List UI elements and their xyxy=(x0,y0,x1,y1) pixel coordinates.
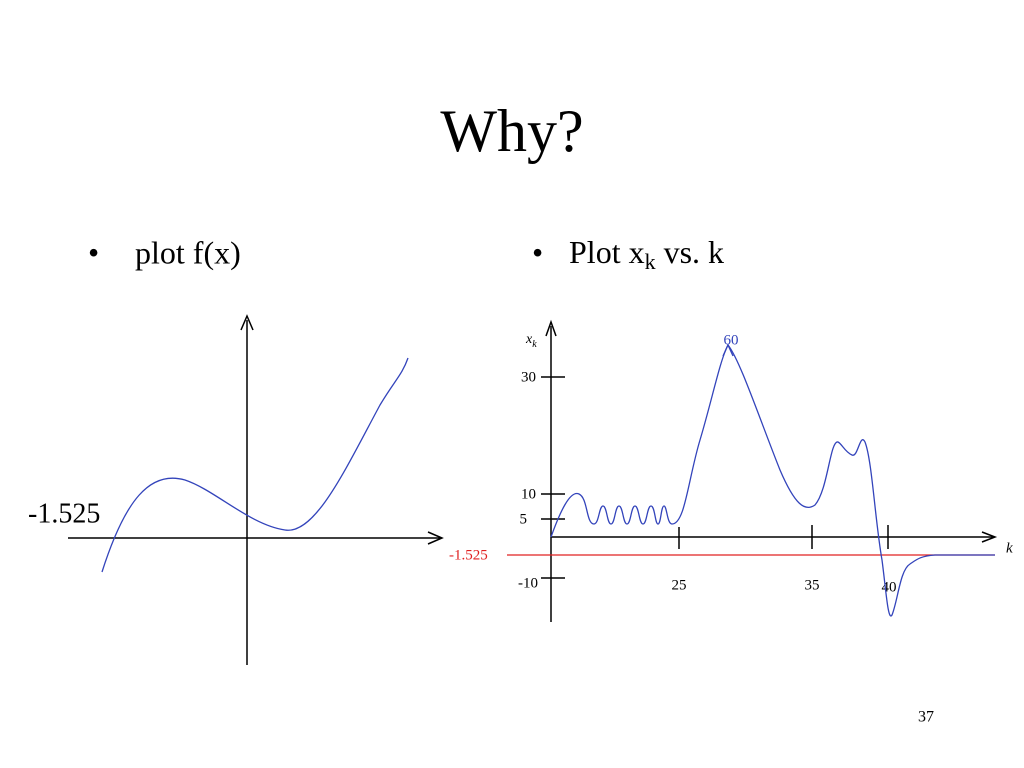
bullet-sub: k xyxy=(645,249,656,274)
axis-arrow xyxy=(545,319,557,337)
axis-arrow xyxy=(427,531,444,545)
x-tick-label: 35 xyxy=(805,577,820,593)
bullet-main: Plot x xyxy=(569,234,645,270)
bullet-dot: • xyxy=(532,234,543,270)
title: Why? xyxy=(440,98,583,164)
left-plot: -1.525 xyxy=(28,314,444,665)
y-label-sub: k xyxy=(532,339,537,350)
axis-arrow xyxy=(981,531,998,543)
y-tick-label: 10 xyxy=(521,486,536,502)
bullet-text: Plot xk vs. k xyxy=(569,234,724,274)
root-label: -1.525 xyxy=(28,498,100,529)
y-label-main: x xyxy=(525,332,533,347)
right-plot: -1.525 30 10 5 -10 25 35 40 xk k 60 xyxy=(449,319,1013,622)
y-axis-label: xk xyxy=(525,332,537,350)
page-number: 37 xyxy=(918,709,934,726)
y-tick-label: -10 xyxy=(518,575,538,591)
x-axis-label: k xyxy=(1006,540,1013,556)
axis-arrow xyxy=(240,314,254,331)
curve xyxy=(101,357,409,573)
y-tick-label: 5 xyxy=(520,511,528,527)
x-tick-label: 25 xyxy=(672,577,687,593)
x-tick-label: 40 xyxy=(882,579,897,595)
y-tick-label: 30 xyxy=(521,369,536,385)
peak-label: 60 xyxy=(724,332,739,348)
curve-arrow xyxy=(722,343,734,357)
bullet-tail: vs. k xyxy=(664,234,724,270)
bullet-text: plot f(x) xyxy=(135,234,241,270)
reference-label: -1.525 xyxy=(449,547,488,563)
bullet-dot: • xyxy=(88,234,99,270)
curve xyxy=(550,343,995,617)
